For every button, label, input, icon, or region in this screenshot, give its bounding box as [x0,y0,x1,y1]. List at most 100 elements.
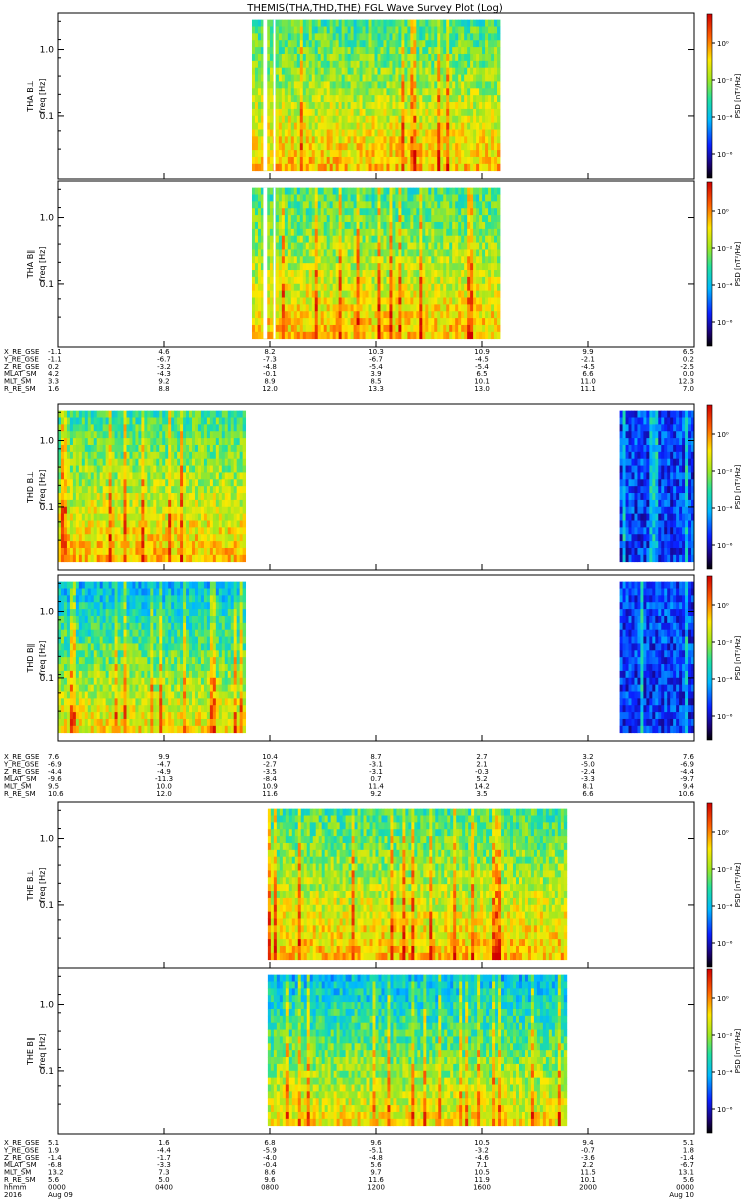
spectrogram-cell [159,541,163,549]
spectrogram-cell [281,297,286,305]
spectrogram-cell [404,60,408,69]
spectrogram-cell [141,499,145,508]
spectrogram-cell [416,283,420,292]
spectrogram-cell [323,108,328,117]
spectrogram-cell [141,431,145,439]
spectrogram-cell [126,554,130,563]
spectrogram-cell [165,424,169,432]
spectrogram-cell [386,156,390,165]
spectrogram-cell [180,444,184,453]
spectrogram-cell [377,122,381,130]
spectrogram-cell [260,311,265,319]
spectrogram-cell [162,431,166,439]
spectrogram-cell [413,256,417,264]
spectrogram-cell [434,331,438,340]
spectrogram-cell [356,88,360,96]
spectrogram-cell [344,249,349,257]
spectrogram-cell [341,228,346,237]
spectrogram-cell [257,270,262,278]
spectrogram-cell [482,331,486,340]
spectrogram-cell [320,60,325,69]
spectrogram-cell [434,304,438,312]
spectrogram-cell [132,438,136,446]
spectrogram-cell [356,201,360,209]
spectrogram-cell [72,479,77,487]
spectrogram-cell [476,53,480,62]
spectrogram-cell [401,221,405,230]
spectrogram-cell [440,208,444,216]
spectrogram-cell [494,201,498,209]
spectrogram-cell [69,527,74,535]
spectrogram-cell [377,249,381,257]
spectrogram-cell [153,554,157,563]
spectrogram-cell [470,187,474,195]
spectrogram-cell [446,208,450,216]
spectrogram-cell [141,479,145,487]
spectrogram-cell [446,242,450,250]
spectrogram-cell [153,444,157,453]
spectrogram-cell [482,290,486,298]
spectrogram-cell [464,47,468,55]
spectrogram-cell [180,554,184,563]
spectrogram-cell [422,194,426,202]
spectrogram-cell [452,143,456,151]
spectrogram-cell [206,554,211,563]
spectrogram-cell [108,444,113,453]
spectrogram-cell [102,438,107,446]
spectrogram-cell [189,431,193,439]
spectrogram-cell [308,26,313,34]
spectrogram-cell [485,115,489,124]
spectrogram-cell [344,143,349,151]
spectrogram-cell [350,67,354,75]
spectrogram-cell [332,318,337,326]
spectrogram-cell [377,304,381,312]
spectrogram-cell [404,276,408,285]
spectrogram-cell [320,297,325,305]
spectrogram-cell [102,458,107,466]
spectrogram-cell [476,221,480,230]
spectrogram-cell [341,290,346,298]
spectrogram-cell [323,102,328,110]
spectrogram-cell [168,451,172,460]
spectrogram-cell [192,493,196,501]
spectrogram-cell [123,444,127,453]
spectrogram-cell [66,465,71,473]
spectrogram-cell [69,541,74,549]
spectrogram-cell [428,187,432,195]
spectrogram-cell [257,304,262,312]
spectrogram-cell [377,194,381,202]
spectrogram-cell [368,40,372,48]
spectrogram-cell [194,431,199,439]
spectrogram-cell [467,129,471,137]
spectrogram-cell [135,444,139,453]
spectrogram-cell [419,26,423,34]
spectrogram-cell [362,256,366,264]
spectrogram-cell [449,108,453,117]
spectrogram-cell [413,235,417,243]
spectrogram-cell [165,547,169,556]
spectrogram-cell [329,235,334,243]
spectrogram-cell [365,297,369,305]
spectrogram-cell [401,283,405,292]
spectrogram-cell [389,215,393,223]
spectrogram-cell [341,156,346,165]
spectrogram-cell [120,472,124,480]
spectrogram-cell [266,270,271,278]
spectrogram-cell [446,163,450,172]
spectrogram-cell [443,53,447,62]
spectrogram-cell [476,194,480,202]
spectrogram-cell [359,108,363,117]
spectrogram-cell [401,150,405,158]
spectrogram-cell [446,122,450,130]
spectrogram-cell [431,122,435,130]
spectrogram-cell [305,297,310,305]
spectrogram-cell [452,47,456,55]
spectrogram-cell [443,221,447,230]
spectrogram-cell [455,53,459,62]
spectrogram-cell [425,26,429,34]
spectrogram-cell [470,221,474,230]
spectrogram-cell [479,136,483,144]
spectrogram-cell [126,438,130,446]
spectrogram-cell [479,194,483,202]
spectrogram-cell [485,311,489,319]
